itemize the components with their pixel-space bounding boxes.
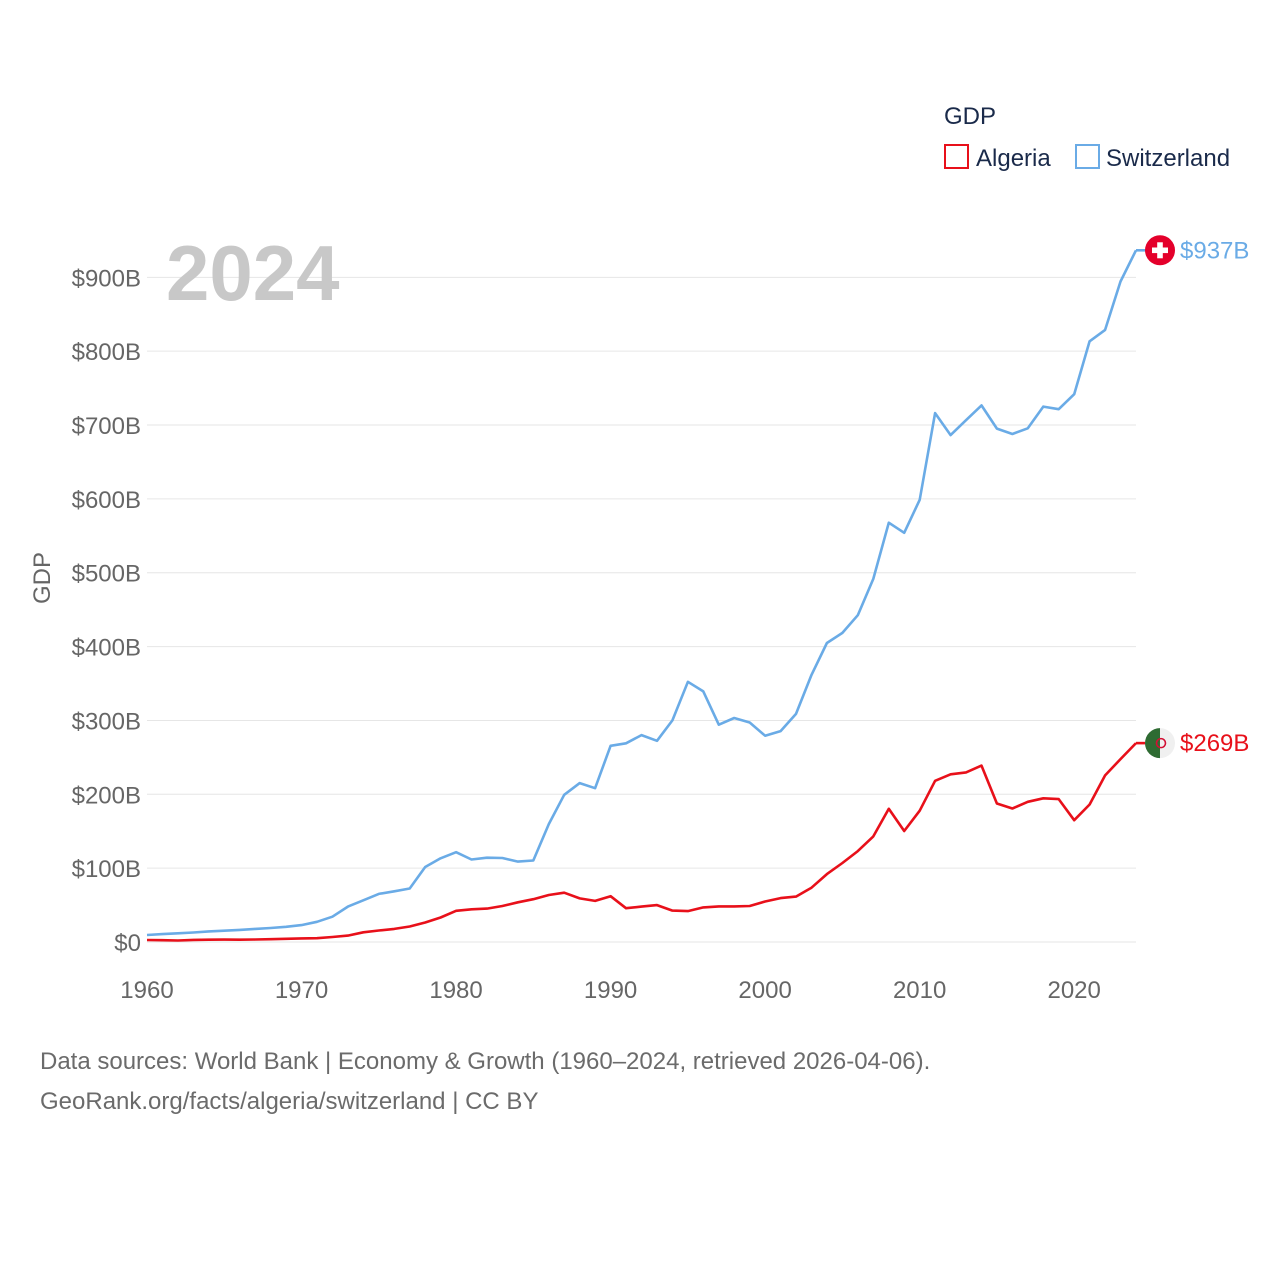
x-tick-label: 2020 [1047, 977, 1100, 1004]
series-line-algeria[interactable] [146, 742, 1137, 942]
source-note: Data sources: World Bank | Economy & Gro… [40, 1042, 930, 1122]
y-tick-label: $100B [72, 856, 141, 883]
grid [147, 276, 1136, 943]
y-tick-label: $500B [72, 561, 141, 588]
legend-swatch-algeria[interactable] [944, 144, 969, 169]
y-tick-label: $600B [72, 487, 141, 514]
legend-label-algeria[interactable]: Algeria [976, 145, 1051, 172]
y-tick-label: $400B [72, 635, 141, 662]
y-axis-title: GDP [29, 552, 56, 604]
series-lines [146, 249, 1138, 942]
legend: GDP Algeria Switzerland [944, 103, 1230, 172]
x-tick-label: 2000 [738, 977, 791, 1004]
y-tick-label: $200B [72, 782, 141, 809]
y-tick-label: $800B [72, 339, 141, 366]
end-markers: $269B $937B [1136, 235, 1249, 759]
x-tick-label: 1990 [584, 977, 637, 1004]
switzerland-flag-icon [1145, 235, 1175, 266]
x-tick-label: 2010 [893, 977, 946, 1004]
y-tick-label: $300B [72, 708, 141, 735]
y-axis: $0 $100B $200B $300B $400B $500B $600B $700B $80… [72, 265, 141, 957]
end-value-label-algeria: $269B [1180, 730, 1249, 757]
year-label: 2024 [166, 229, 340, 317]
legend-title: GDP [944, 103, 996, 130]
x-tick-label: 1960 [120, 977, 173, 1004]
y-tick-label: $900B [72, 265, 141, 292]
x-tick-label: 1980 [429, 977, 482, 1004]
end-value-label-switzerland: $937B [1180, 237, 1249, 264]
series-line-switzerland[interactable] [146, 249, 1138, 937]
x-axis: 1960 1970 1980 1990 2000 2010 2020 [120, 977, 1101, 1004]
legend-label-switzerland[interactable]: Switzerland [1106, 145, 1230, 172]
y-tick-label: $0 [114, 930, 141, 957]
source-line-1: Data sources: World Bank | Economy & Gro… [40, 1048, 931, 1075]
algeria-flag-icon [1145, 728, 1175, 759]
legend-swatch-switzerland[interactable] [1075, 144, 1100, 169]
y-tick-label: $700B [72, 413, 141, 440]
x-tick-label: 1970 [275, 977, 328, 1004]
source-line-2[interactable]: GeoRank.org/facts/algeria/switzerland | … [40, 1088, 539, 1115]
